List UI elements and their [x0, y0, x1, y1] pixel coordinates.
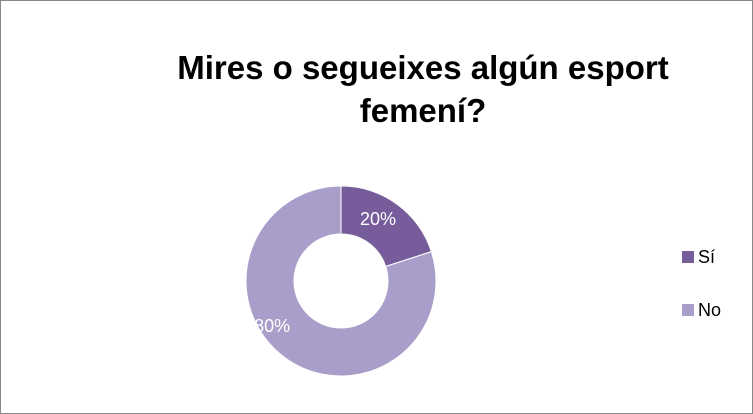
legend-label: No — [698, 300, 721, 320]
chart-title: Mires o segueixes algún esport femení? — [177, 49, 669, 129]
legend-swatch — [682, 304, 694, 316]
data-label: 20% — [360, 209, 396, 229]
data-label: 80% — [254, 316, 290, 336]
legend-label: Sí — [698, 247, 715, 267]
donut-slice — [245, 185, 437, 377]
legend-swatch — [682, 251, 694, 263]
